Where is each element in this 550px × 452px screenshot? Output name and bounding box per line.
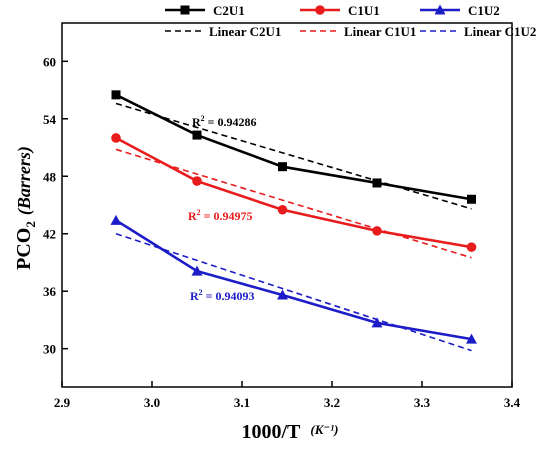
- legend-label-c1u2: C1U2: [468, 3, 500, 18]
- legend-marker-c1u1: [315, 5, 325, 15]
- fit-line-linear-c2u1: [115, 102, 472, 210]
- data-point-c2u1-4: [467, 194, 476, 204]
- data-point-c1u2-3: [371, 317, 383, 328]
- data-point-c1u1-0: [111, 133, 121, 143]
- y-axis-label-sub: 2: [23, 221, 38, 228]
- legend-label-c2u1: C2U1: [213, 3, 245, 18]
- data-point-c1u1-3: [372, 226, 382, 236]
- legend-label-c1u1: C1U1: [348, 3, 380, 18]
- legend-fit-label-c1u2: Linear C1U2: [464, 24, 536, 39]
- r2-label-c2u1: R2 = 0.94286: [192, 114, 257, 129]
- x-tick-label-0: 2.9: [54, 395, 71, 410]
- x-tick-label-3: 3.2: [324, 395, 340, 410]
- y-axis-label-main: PCO: [13, 228, 35, 270]
- y-tick-label-0: 30: [43, 342, 56, 357]
- y-tick-label-1: 36: [43, 284, 57, 299]
- axes: 2.9 3.0 3.1 3.2 3.3 3.4 30 36 42 48 54 60: [43, 22, 521, 410]
- y-axis-label-unit: (Barrers): [14, 146, 35, 215]
- x-axis-label-main: 1000/T: [242, 421, 302, 443]
- series-lines: [110, 90, 477, 344]
- plot-frame: [61, 22, 513, 388]
- r2-label-c1u1: R2 = 0.94975: [188, 208, 253, 223]
- x-axis-label-unit: (K⁻¹): [310, 422, 338, 437]
- fit-lines: [115, 102, 472, 352]
- x-tick-label-5: 3.4: [504, 395, 521, 410]
- data-point-c1u2-4: [466, 333, 477, 344]
- legend-fit-label-c1u1: Linear C1U1: [344, 24, 416, 39]
- x-tick-label-4: 3.3: [414, 395, 431, 410]
- y-tick-label-5: 60: [43, 54, 56, 69]
- series-line-c2u1: [115, 93, 472, 201]
- data-point-c1u1-1: [192, 176, 202, 186]
- y-tick-label-3: 48: [43, 169, 57, 184]
- data-point-c2u1-1: [192, 130, 202, 140]
- data-point-c2u1-3: [372, 178, 382, 188]
- legend-marker-c1u2: [434, 4, 446, 15]
- r-squared-labels: R2 = 0.94286 R2 = 0.94975 R2 = 0.94093: [188, 114, 257, 303]
- data-point-c1u2-2: [277, 289, 288, 300]
- y-tick-label-2: 42: [43, 227, 56, 242]
- x-tick-label-1: 3.0: [144, 395, 160, 410]
- y-tick-label-4: 54: [43, 112, 57, 127]
- fit-line-linear-c1u1: [115, 148, 472, 259]
- data-point-c1u1-2: [277, 204, 288, 215]
- fit-line-linear-c1u2: [115, 232, 472, 352]
- data-point-c2u1-0: [111, 90, 121, 100]
- legend-fit-label-c2u1: Linear C2U1: [209, 24, 281, 39]
- legend: C2U1 Linear C2U1 C1U1 Linear C1U1 C1U2 Linear…: [165, 3, 536, 39]
- data-point-c1u2-0: [110, 214, 122, 225]
- x-axis-label: 1000/T (K⁻¹): [242, 421, 339, 443]
- y-axis-label: PCO2 (Barrers): [13, 146, 38, 270]
- r2-label-c1u2: R2 = 0.94093: [190, 288, 255, 303]
- x-tick-label-2: 3.1: [234, 395, 250, 410]
- data-point-c1u1-4: [466, 242, 477, 252]
- data-point-c1u2-1: [191, 265, 203, 276]
- legend-marker-c2u1: [180, 5, 190, 15]
- data-point-c2u1-2: [278, 162, 287, 172]
